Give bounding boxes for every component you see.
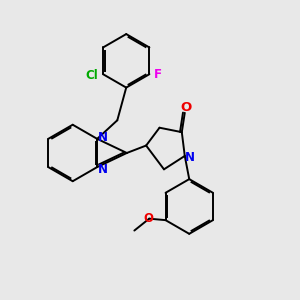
Text: Cl: Cl xyxy=(85,69,98,82)
Text: N: N xyxy=(185,151,195,164)
Text: N: N xyxy=(98,163,107,176)
Text: O: O xyxy=(144,212,154,225)
Text: N: N xyxy=(98,131,107,144)
Text: O: O xyxy=(181,101,192,114)
Text: F: F xyxy=(154,68,162,81)
